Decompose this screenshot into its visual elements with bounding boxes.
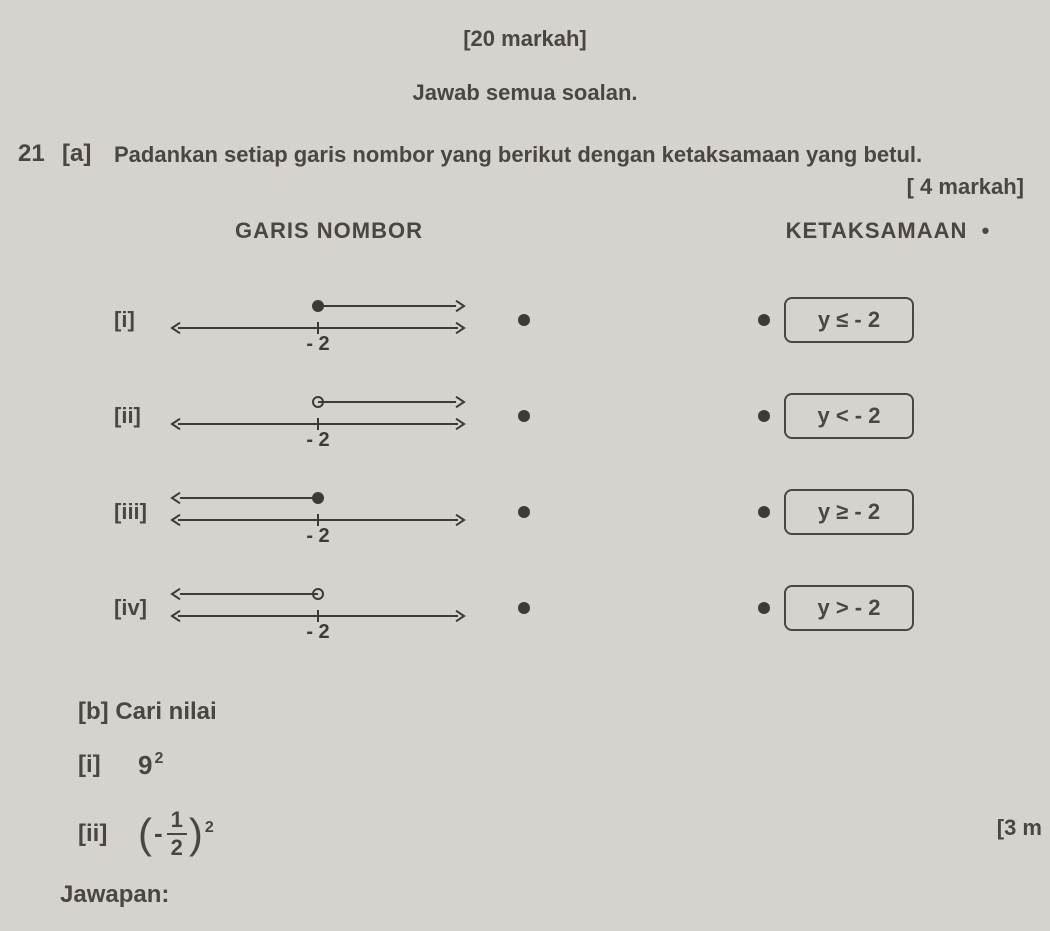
number-line-row: [iii] - 2 [114, 466, 544, 558]
part-b: [b] Cari nilai [i] 92 [ii] (-12)2 [18, 698, 1032, 859]
part-b-marks: [3 m [997, 815, 1042, 841]
inequality-column: KETAKSAMAAN • y ≤ - 2 y < - 2 y ≥ - 2 y … [544, 218, 1032, 658]
subpart-label: [ii] [78, 820, 138, 848]
match-dot-right[interactable] [744, 602, 784, 614]
right-heading: KETAKSAMAAN • [744, 218, 1032, 244]
inequality-row: y > - 2 [744, 562, 1032, 654]
match-dot-right[interactable] [744, 314, 784, 326]
inequality-box[interactable]: y ≤ - 2 [784, 297, 914, 343]
svg-text:- 2: - 2 [306, 525, 329, 547]
part-a-label: [a] [62, 140, 114, 200]
number-line-svg: - 2 [168, 476, 468, 548]
part-a-marks: [ 4 markah] [114, 174, 1032, 200]
number-line-row: [i] - 2 [114, 274, 544, 366]
number-line-label: [iv] [114, 595, 168, 621]
number-line-row: [ii] - 2 [114, 370, 544, 462]
number-line-svg: - 2 [168, 284, 468, 356]
subpart-expression: (-12)2 [138, 809, 214, 859]
match-dot-left[interactable] [504, 410, 544, 422]
inequality-row: y ≥ - 2 [744, 466, 1032, 558]
number-line-label: [ii] [114, 403, 168, 429]
instruction: Jawab semua soalan. [18, 80, 1032, 106]
subpart-label: [i] [78, 751, 138, 779]
inequality-box[interactable]: y ≥ - 2 [784, 489, 914, 535]
inequality-row: y < - 2 [744, 370, 1032, 462]
subpart-row: [ii] (-12)2 [78, 809, 1032, 859]
svg-text:- 2: - 2 [306, 333, 329, 355]
question-number: 21 [18, 140, 62, 200]
inequality-box[interactable]: y > - 2 [784, 585, 914, 631]
answer-label: Jawapan: [60, 881, 169, 909]
number-line-svg: - 2 [168, 572, 468, 644]
total-marks: [20 markah] [18, 26, 1032, 52]
matching-columns: GARIS NOMBOR [i] - 2 [ii] - 2 [iii] - 2 … [18, 218, 1032, 658]
number-line-label: [i] [114, 307, 168, 333]
svg-text:- 2: - 2 [306, 621, 329, 643]
part-a-text: Padankan setiap garis nombor yang beriku… [114, 140, 1032, 170]
inequality-row: y ≤ - 2 [744, 274, 1032, 366]
number-line-row: [iv] - 2 [114, 562, 544, 654]
question-row: 21 [a] Padankan setiap garis nombor yang… [18, 140, 1032, 200]
match-dot-right[interactable] [744, 506, 784, 518]
match-dot-right[interactable] [744, 410, 784, 422]
subpart-expression: 92 [138, 750, 163, 781]
match-dot-left[interactable] [504, 314, 544, 326]
svg-text:- 2: - 2 [306, 429, 329, 451]
left-heading: GARIS NOMBOR [114, 218, 544, 244]
inequality-box[interactable]: y < - 2 [784, 393, 914, 439]
match-dot-left[interactable] [504, 506, 544, 518]
subpart-row: [i] 92 [78, 750, 1032, 781]
part-b-heading: [b] Cari nilai [78, 698, 1032, 726]
number-line-svg: - 2 [168, 380, 468, 452]
match-dot-left[interactable] [504, 602, 544, 614]
number-line-column: GARIS NOMBOR [i] - 2 [ii] - 2 [iii] - 2 … [114, 218, 544, 658]
number-line-label: [iii] [114, 499, 168, 525]
